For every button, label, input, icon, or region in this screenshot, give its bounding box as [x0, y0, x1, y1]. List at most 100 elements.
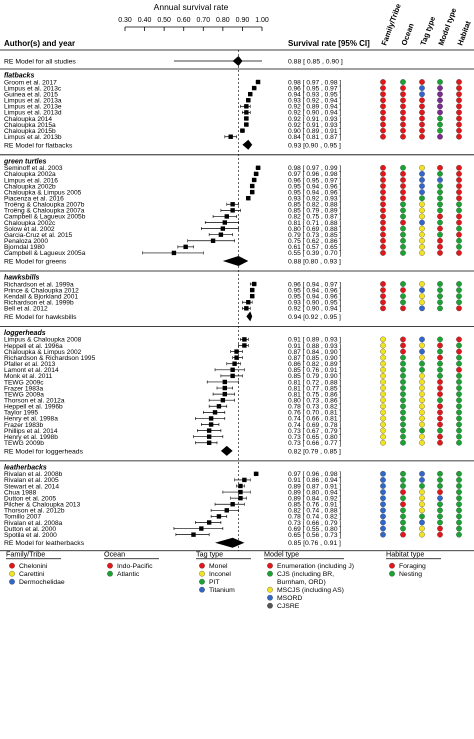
attribute-dot — [400, 225, 406, 232]
legend-label: Burnham, ORD) — [277, 579, 326, 586]
attribute-dot — [400, 189, 406, 195]
attribute-dot — [456, 477, 462, 483]
study-row: Groom et al. 2017 0.98 [ 0.97 , 0.98 ] — [4, 79, 462, 86]
point-estimate — [250, 293, 255, 299]
attribute-dot — [419, 250, 425, 256]
study-name: Limpus et al. 2013a — [4, 98, 62, 105]
study-name: Thorson et al. 2012a — [4, 398, 65, 405]
study-name: Chaloupka 2002a — [4, 171, 56, 178]
study-value: 0.92 [ 0.89 , 0.94 ] — [288, 104, 341, 111]
legend-swatch — [107, 562, 113, 569]
attribute-dot — [380, 213, 386, 220]
attribute-dot — [437, 531, 443, 538]
point-estimate — [220, 226, 226, 231]
point-estimate — [191, 532, 196, 537]
attribute-dot — [380, 91, 386, 98]
attribute-dot — [437, 427, 443, 434]
attribute-dot — [456, 281, 462, 287]
attribute-dot — [437, 213, 443, 220]
study-value: 0.92 [ 0.90 , 0.94 ] — [288, 110, 341, 117]
point-estimate — [253, 471, 259, 477]
study-value: 0.85 [ 0.76 , 0.91 ] — [288, 367, 341, 374]
attribute-dot — [400, 360, 406, 367]
point-estimate — [244, 122, 249, 127]
study-value: 0.92 [ 0.91 , 0.93 ] — [288, 122, 341, 129]
point-estimate — [242, 337, 247, 342]
attribute-dot — [419, 85, 425, 91]
attribute-dot — [437, 373, 443, 379]
attribute-dot — [380, 281, 386, 287]
legend-label: Chelonini — [19, 563, 48, 570]
attribute-dot — [419, 403, 425, 410]
summary-label: RE Model for greens — [4, 259, 67, 266]
attribute-dot — [419, 525, 425, 532]
attribute-dot — [400, 121, 406, 128]
study-row: Dutton et al. 2000 0.69 [ 0.55 , 0.80 ] — [4, 525, 462, 533]
attribute-dot — [380, 366, 386, 373]
attribute-dot — [437, 507, 443, 514]
point-estimate — [208, 416, 214, 421]
study-value: 0.74 [ 0.69 , 0.78 ] — [288, 422, 341, 429]
study-value: 0.89 [ 0.80 , 0.94 ] — [288, 489, 341, 496]
attribute-dot — [380, 433, 386, 440]
study-value: 0.82 [ 0.75 , 0.87 ] — [288, 214, 341, 221]
legend-swatch — [9, 570, 15, 577]
attribute-dot — [400, 299, 406, 306]
attribute-dot — [419, 470, 425, 477]
legend-swatch — [199, 562, 205, 569]
legend-label: Dermochelidae — [19, 579, 65, 586]
study-row: Frazer 1983b 0.74 [ 0.69 , 0.78 ] — [4, 421, 462, 429]
legend-swatch — [199, 586, 205, 593]
attribute-dot — [400, 507, 406, 514]
attribute-dot — [380, 336, 386, 343]
summary-value: 0.93 [0.90 , 0.95 ] — [288, 142, 341, 149]
point-estimate — [206, 520, 212, 525]
summary-diamond — [215, 537, 245, 548]
study-name: Richardson et al. 1999a — [4, 281, 74, 288]
study-name: Monk et al. 2011 — [4, 373, 53, 380]
study-name: Garcia-Cruz et al. 2015 — [4, 232, 72, 239]
point-estimate — [230, 373, 235, 379]
x-tick-label: 1.00 — [255, 17, 269, 24]
attribute-dot — [456, 513, 462, 520]
legend-title: Model type — [264, 550, 299, 559]
attribute-dot — [419, 195, 425, 202]
study-value: 0.78 [ 0.74 , 0.82 ] — [288, 514, 341, 521]
attribute-dot — [456, 379, 462, 385]
point-estimate — [234, 349, 239, 354]
study-value: 0.85 [ 0.79 , 0.89 ] — [288, 208, 341, 215]
attribute-dot — [419, 281, 425, 287]
legend-swatch — [9, 562, 15, 569]
study-value: 0.79 [ 0.73 , 0.85 ] — [288, 232, 341, 239]
attribute-dot — [419, 201, 425, 208]
attribute-dot — [380, 427, 386, 434]
attribute-dot — [419, 225, 425, 232]
point-estimate — [212, 410, 218, 415]
attribute-dot — [380, 201, 386, 208]
attribute-dot — [419, 231, 425, 238]
study-row: Limpus et al. 2013c 0.96 [ 0.95 , 0.97 ] — [4, 85, 462, 92]
study-row: Frazer 1983a 0.81 [ 0.77 , 0.85 ] — [4, 385, 462, 392]
x-tick-label: 0.30 — [118, 17, 132, 24]
attribute-dot — [456, 109, 462, 116]
study-name: Campbell & Lagueux 2005b — [4, 214, 86, 221]
attribute-dot — [400, 354, 406, 361]
attribute-dot — [456, 103, 462, 110]
attribute-dot — [380, 299, 386, 306]
attribute-dot — [419, 287, 425, 293]
attribute-dot — [456, 360, 462, 367]
study-value: 0.61 [ 0.57 , 0.65 ] — [288, 244, 341, 251]
legend-label: CJS (including BR, — [277, 571, 334, 578]
attribute-dot — [437, 121, 443, 128]
attribute-dot — [419, 391, 425, 397]
study-name: Richardson & Richardson 1995 — [4, 355, 96, 362]
summary-label: RE Model for leatherbacks — [4, 540, 85, 547]
attribute-dot — [380, 507, 386, 514]
attribute-dot — [400, 195, 406, 202]
study-name: Frazer 1983b — [4, 422, 44, 429]
point-estimate — [222, 385, 228, 391]
attribute-dot — [400, 91, 406, 98]
summary-value: 0.82 [0.79 , 0.85 ] — [288, 448, 341, 455]
